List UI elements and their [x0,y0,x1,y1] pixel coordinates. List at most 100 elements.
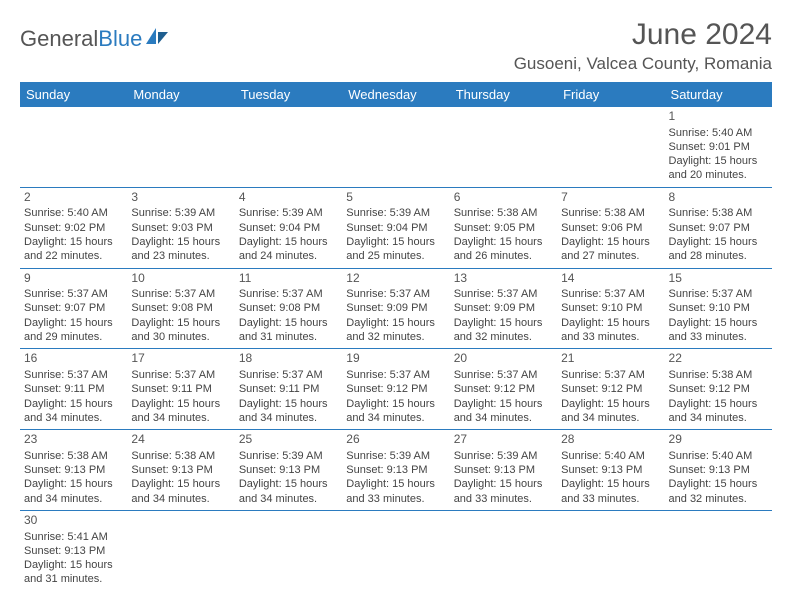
sunrise-text: Sunrise: 5:37 AM [561,287,660,301]
sunrise-text: Sunrise: 5:38 AM [454,206,553,220]
daylight-text-1: Daylight: 15 hours [131,235,230,249]
sunrise-text: Sunrise: 5:40 AM [24,206,123,220]
daylight-text-1: Daylight: 15 hours [561,316,660,330]
calendar-cell: 26Sunrise: 5:39 AMSunset: 9:13 PMDayligh… [342,430,449,511]
day-number: 5 [346,190,445,206]
sunset-text: Sunset: 9:01 PM [669,140,768,154]
sunrise-text: Sunrise: 5:39 AM [131,206,230,220]
location: Gusoeni, Valcea County, Romania [514,54,772,74]
sunrise-text: Sunrise: 5:37 AM [561,368,660,382]
sunrise-text: Sunrise: 5:37 AM [346,368,445,382]
calendar-cell: 29Sunrise: 5:40 AMSunset: 9:13 PMDayligh… [665,430,772,511]
sunrise-text: Sunrise: 5:37 AM [24,287,123,301]
sunrise-text: Sunrise: 5:37 AM [24,368,123,382]
sunrise-text: Sunrise: 5:38 AM [131,449,230,463]
sunset-text: Sunset: 9:02 PM [24,221,123,235]
sunset-text: Sunset: 9:13 PM [561,463,660,477]
daylight-text-1: Daylight: 15 hours [454,477,553,491]
daylight-text-1: Daylight: 15 hours [561,235,660,249]
daylight-text-1: Daylight: 15 hours [24,558,123,572]
daylight-text-2: and 33 minutes. [561,330,660,344]
day-number: 19 [346,351,445,367]
daylight-text-2: and 26 minutes. [454,249,553,263]
calendar-cell: 8Sunrise: 5:38 AMSunset: 9:07 PMDaylight… [665,187,772,268]
day-number: 2 [24,190,123,206]
daylight-text-1: Daylight: 15 hours [561,397,660,411]
calendar-cell [20,107,127,187]
daylight-text-1: Daylight: 15 hours [669,154,768,168]
daylight-text-2: and 20 minutes. [669,168,768,182]
day-number: 21 [561,351,660,367]
sunset-text: Sunset: 9:11 PM [24,382,123,396]
sunrise-text: Sunrise: 5:38 AM [669,206,768,220]
daylight-text-2: and 29 minutes. [24,330,123,344]
calendar-cell: 20Sunrise: 5:37 AMSunset: 9:12 PMDayligh… [450,349,557,430]
sunset-text: Sunset: 9:12 PM [669,382,768,396]
calendar-cell: 28Sunrise: 5:40 AMSunset: 9:13 PMDayligh… [557,430,664,511]
day-number: 24 [131,432,230,448]
calendar-cell: 15Sunrise: 5:37 AMSunset: 9:10 PMDayligh… [665,268,772,349]
sunrise-text: Sunrise: 5:37 AM [131,287,230,301]
daylight-text-2: and 23 minutes. [131,249,230,263]
calendar-cell: 18Sunrise: 5:37 AMSunset: 9:11 PMDayligh… [235,349,342,430]
daylight-text-1: Daylight: 15 hours [669,397,768,411]
calendar-cell: 22Sunrise: 5:38 AMSunset: 9:12 PMDayligh… [665,349,772,430]
daylight-text-2: and 33 minutes. [346,492,445,506]
calendar-cell [557,510,664,590]
daylight-text-1: Daylight: 15 hours [131,397,230,411]
sunset-text: Sunset: 9:06 PM [561,221,660,235]
day-number: 26 [346,432,445,448]
sunrise-text: Sunrise: 5:37 AM [454,368,553,382]
daylight-text-2: and 22 minutes. [24,249,123,263]
weekday-header-row: Sunday Monday Tuesday Wednesday Thursday… [20,82,772,107]
sunset-text: Sunset: 9:13 PM [24,544,123,558]
day-number: 16 [24,351,123,367]
sunrise-text: Sunrise: 5:40 AM [669,126,768,140]
sunset-text: Sunset: 9:09 PM [454,301,553,315]
sunset-text: Sunset: 9:04 PM [346,221,445,235]
daylight-text-2: and 34 minutes. [131,492,230,506]
calendar-table: Sunday Monday Tuesday Wednesday Thursday… [20,82,772,591]
daylight-text-1: Daylight: 15 hours [239,316,338,330]
day-number: 3 [131,190,230,206]
sunrise-text: Sunrise: 5:40 AM [669,449,768,463]
day-number: 25 [239,432,338,448]
daylight-text-1: Daylight: 15 hours [669,316,768,330]
daylight-text-1: Daylight: 15 hours [454,397,553,411]
day-number: 20 [454,351,553,367]
calendar-cell: 1Sunrise: 5:40 AMSunset: 9:01 PMDaylight… [665,107,772,187]
daylight-text-2: and 32 minutes. [454,330,553,344]
daylight-text-1: Daylight: 15 hours [454,235,553,249]
calendar-cell: 9Sunrise: 5:37 AMSunset: 9:07 PMDaylight… [20,268,127,349]
calendar-cell [127,107,234,187]
daylight-text-1: Daylight: 15 hours [239,477,338,491]
day-number: 4 [239,190,338,206]
logo-text: GeneralBlue [20,26,142,52]
daylight-text-1: Daylight: 15 hours [24,235,123,249]
calendar-cell: 7Sunrise: 5:38 AMSunset: 9:06 PMDaylight… [557,187,664,268]
sunset-text: Sunset: 9:11 PM [239,382,338,396]
calendar-cell: 24Sunrise: 5:38 AMSunset: 9:13 PMDayligh… [127,430,234,511]
daylight-text-2: and 25 minutes. [346,249,445,263]
sunset-text: Sunset: 9:10 PM [669,301,768,315]
sunrise-text: Sunrise: 5:40 AM [561,449,660,463]
daylight-text-2: and 34 minutes. [454,411,553,425]
sunrise-text: Sunrise: 5:37 AM [346,287,445,301]
calendar-cell: 17Sunrise: 5:37 AMSunset: 9:11 PMDayligh… [127,349,234,430]
daylight-text-2: and 24 minutes. [239,249,338,263]
day-number: 30 [24,513,123,529]
weekday-header: Monday [127,82,234,107]
calendar-row: 30Sunrise: 5:41 AMSunset: 9:13 PMDayligh… [20,510,772,590]
day-number: 27 [454,432,553,448]
title-block: June 2024 Gusoeni, Valcea County, Romani… [514,18,772,74]
calendar-cell: 5Sunrise: 5:39 AMSunset: 9:04 PMDaylight… [342,187,449,268]
sunrise-text: Sunrise: 5:37 AM [239,287,338,301]
daylight-text-1: Daylight: 15 hours [239,397,338,411]
sunset-text: Sunset: 9:03 PM [131,221,230,235]
sunset-text: Sunset: 9:07 PM [669,221,768,235]
calendar-cell [557,107,664,187]
sunrise-text: Sunrise: 5:41 AM [24,530,123,544]
calendar-cell: 19Sunrise: 5:37 AMSunset: 9:12 PMDayligh… [342,349,449,430]
daylight-text-2: and 30 minutes. [131,330,230,344]
sunrise-text: Sunrise: 5:38 AM [669,368,768,382]
